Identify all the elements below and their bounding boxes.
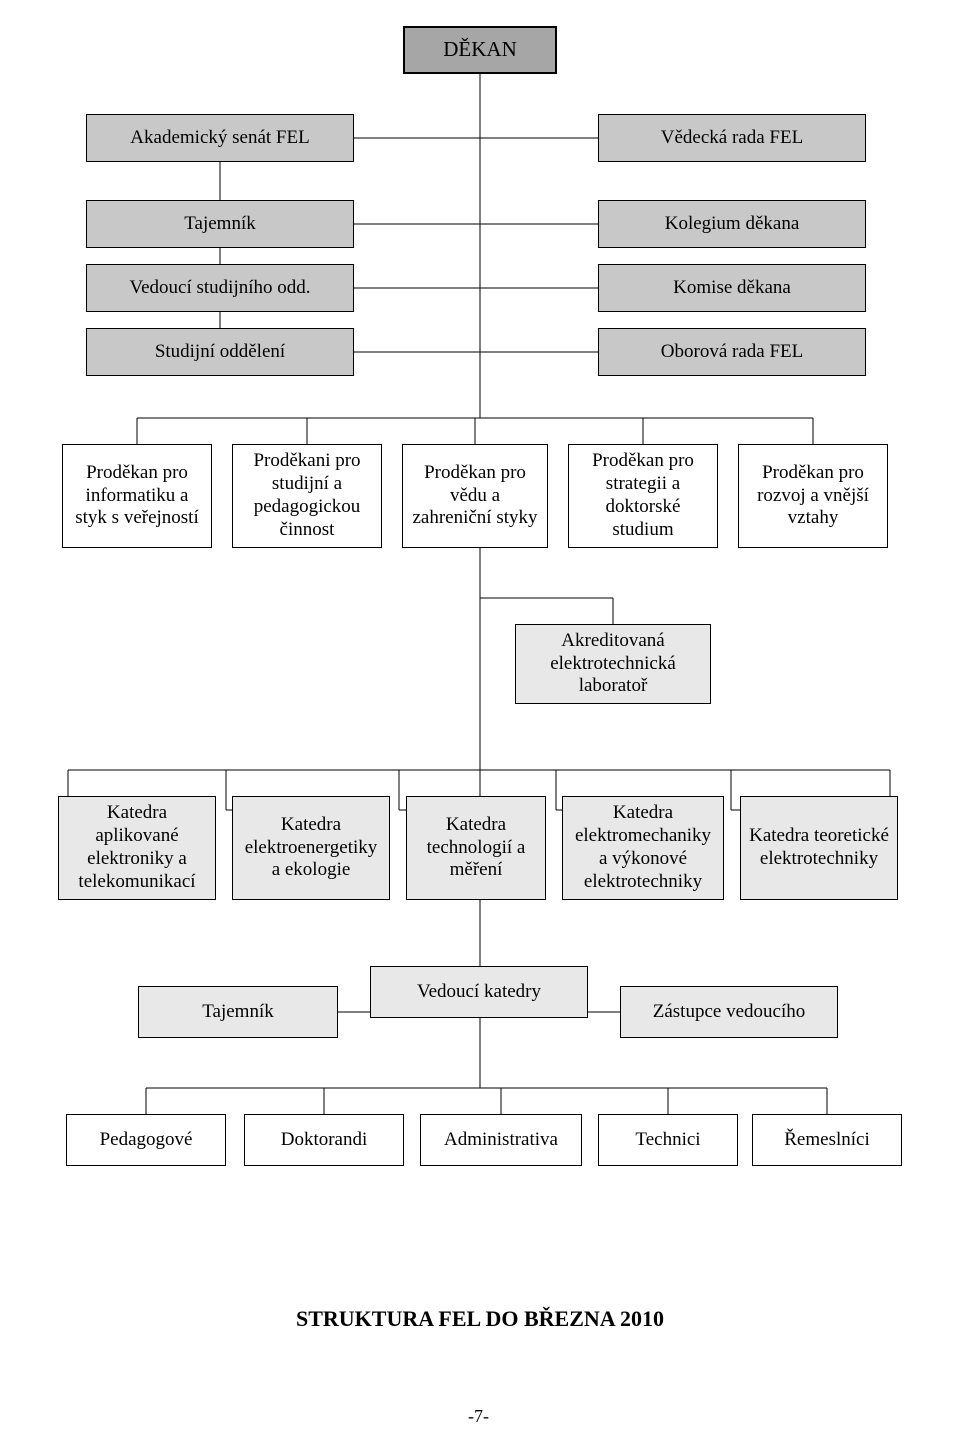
org-chart-page: DĚKAN Akademický senát FEL Vědecká rada FE…	[0, 0, 960, 1446]
node-stud_odd: Studijní oddělení	[86, 328, 354, 376]
node-technici: Technici	[598, 1114, 738, 1166]
node-katedra4: Katedra elektromechaniky a výkonové elek…	[562, 796, 724, 900]
node-vedecka: Vědecká rada FEL	[598, 114, 866, 162]
node-administrativa: Administrativa	[420, 1114, 582, 1166]
node-prodekan3: Proděkan pro vědu a zahreniční styky	[402, 444, 548, 548]
node-oborova: Oborová rada FEL	[598, 328, 866, 376]
node-prodekan5: Proděkan pro rozvoj a vnější vztahy	[738, 444, 888, 548]
node-prodekan4: Proděkan pro strategii a doktorské studi…	[568, 444, 718, 548]
node-kolegium: Kolegium děkana	[598, 200, 866, 248]
page-number: -7-	[468, 1406, 489, 1427]
node-senat: Akademický senát FEL	[86, 114, 354, 162]
node-dekan: DĚKAN	[403, 26, 557, 74]
node-prodekan2: Proděkani pro studijní a pedagogickou či…	[232, 444, 382, 548]
node-tajemnik: Tajemník	[86, 200, 354, 248]
node-remeslnici: Řemeslníci	[752, 1114, 902, 1166]
node-vedouci_stud: Vedoucí studijního odd.	[86, 264, 354, 312]
node-zastupce: Zástupce vedoucího	[620, 986, 838, 1038]
node-doktorandi: Doktorandi	[244, 1114, 404, 1166]
node-tajemnik2: Tajemník	[138, 986, 338, 1038]
node-lab: Akreditovaná elektrotechnická laboratoř	[515, 624, 711, 704]
node-katedra5: Katedra teoretické elektrotechniky	[740, 796, 898, 900]
node-katedra1: Katedra aplikované elektroniky a telekom…	[58, 796, 216, 900]
node-vedouci_k: Vedoucí katedry	[370, 966, 588, 1018]
chart-caption: STRUKTURA FEL DO BŘEZNA 2010	[296, 1306, 664, 1332]
node-komise: Komise děkana	[598, 264, 866, 312]
node-katedra3: Katedra technologií a měření	[406, 796, 546, 900]
node-katedra2: Katedra elektroenergetiky a ekologie	[232, 796, 390, 900]
node-pedagogove: Pedagogové	[66, 1114, 226, 1166]
node-prodekan1: Proděkan pro informatiku a styk s veřejn…	[62, 444, 212, 548]
